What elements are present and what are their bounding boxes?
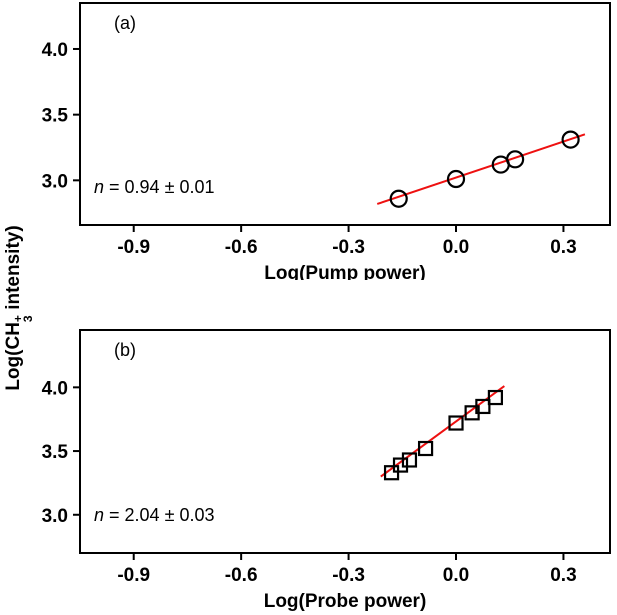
panel-a-chart: -0.9 -0.6 -0.3 0.0 0.3 3.0 3.5 4.0 (a) n = 0.94 ±… [42,2,611,280]
data-point-square [475,398,491,415]
y-tick-label: 4.0 [42,378,68,399]
y-tick-label: 3.0 [42,171,68,192]
data-point-square [401,452,418,468]
x-tick-label: -0.6 [225,237,258,258]
x-axis-title: Log(Pump power) [264,263,425,280]
plot-frame [79,329,611,554]
x-tick-label: 0.3 [550,237,576,258]
panel-letter: (b) [114,340,136,360]
fit-annotation: n = 0.94 ± 0.01 [94,177,214,197]
x-tick-label: -0.3 [332,237,365,258]
data-point-circle [446,169,466,189]
fit-line [376,133,586,205]
panel-letter: (a) [114,13,136,33]
data-point-circle [506,150,525,169]
x-tick-label: -0.9 [117,565,150,586]
data-point-square [417,440,434,457]
data-point-square [448,415,464,431]
x-tick-label: -0.6 [225,565,258,586]
data-point-square [383,465,400,481]
y-tick-label: 3.5 [42,442,69,463]
y-tick-label: 4.0 [42,40,68,61]
x-tick-label: 0.0 [443,237,469,258]
x-axis-title: Log(Probe power) [264,591,427,612]
y-tick-label: 3.0 [42,506,68,527]
data-point-circle [389,189,408,208]
x-tick-label: -0.3 [332,565,365,586]
data-point-square [487,389,504,406]
data-point-circle [561,130,580,149]
data-point-square [392,457,409,473]
x-tick-label: -0.9 [117,237,150,258]
x-tick-label: 0.0 [443,565,469,586]
x-tick-label: 0.3 [550,565,576,586]
fit-annotation: n = 2.04 ± 0.03 [94,505,214,525]
panel-b-chart: -0.9 -0.6 -0.3 0.0 0.3 3.0 3.5 4.0 (b) n = 2.04 ±… [42,329,611,612]
y-tick-label: 3.5 [42,106,69,127]
fit-line [380,385,505,478]
